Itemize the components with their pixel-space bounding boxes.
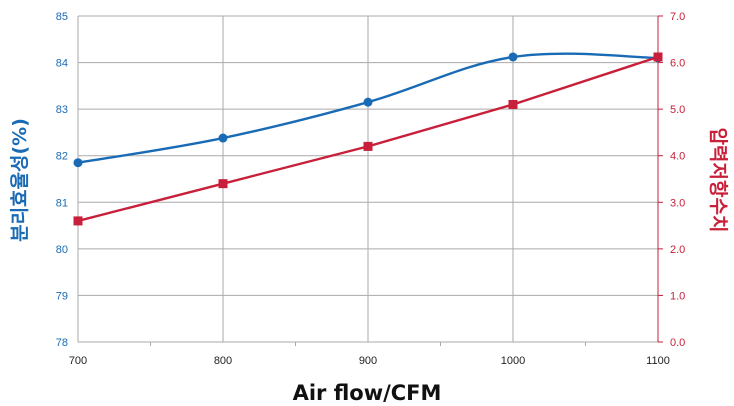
data-point-left <box>73 158 83 168</box>
y-right-tick-label: 3.0 <box>670 197 685 209</box>
y-axis-right-title: 압력저항수치 <box>707 128 729 233</box>
y-right-tick-label: 0.0 <box>670 337 685 349</box>
data-point-left <box>508 52 518 62</box>
y-right-tick-label: 5.0 <box>670 104 685 116</box>
data-point-right <box>73 216 83 226</box>
y-left-tick-label: 78 <box>56 337 68 349</box>
data-point-right <box>363 141 373 151</box>
y-right-tick-label: 1.0 <box>670 290 685 302</box>
data-point-left <box>363 97 373 107</box>
data-point-right <box>653 52 663 62</box>
y-right-tick-label: 6.0 <box>670 58 685 70</box>
data-point-left <box>218 133 228 143</box>
x-tick-label: 800 <box>214 355 232 367</box>
x-tick-label: 1100 <box>646 355 670 367</box>
y-right-tick-label: 4.0 <box>670 151 685 163</box>
data-point-right <box>218 179 228 189</box>
y-left-tick-label: 82 <box>56 151 68 163</box>
y-left-tick-label: 84 <box>56 58 68 70</box>
y-left-tick-label: 85 <box>56 11 68 23</box>
y-left-tick-label: 81 <box>56 197 68 209</box>
y-left-tick-label: 80 <box>56 244 68 256</box>
x-tick-label: 700 <box>69 355 87 367</box>
series-layer <box>73 52 663 226</box>
tick-labels: 78 0.0 79 1.0 80 2.0 81 3.0 82 4.0 83 5.0 84 6.0 85 7.0… <box>56 11 686 367</box>
data-point-right <box>508 99 518 109</box>
y-right-tick-label: 2.0 <box>670 244 685 256</box>
x-tick-label: 1000 <box>501 355 525 367</box>
grid <box>77 15 663 346</box>
y-axis-left-title: 분리효율성(%) <box>9 118 31 242</box>
y-left-tick-label: 79 <box>56 290 68 302</box>
x-axis-title: Air flow/CFM <box>293 381 442 405</box>
y-right-tick-label: 7.0 <box>670 11 685 23</box>
x-tick-label: 900 <box>359 355 377 367</box>
y-left-tick-label: 83 <box>56 104 68 116</box>
